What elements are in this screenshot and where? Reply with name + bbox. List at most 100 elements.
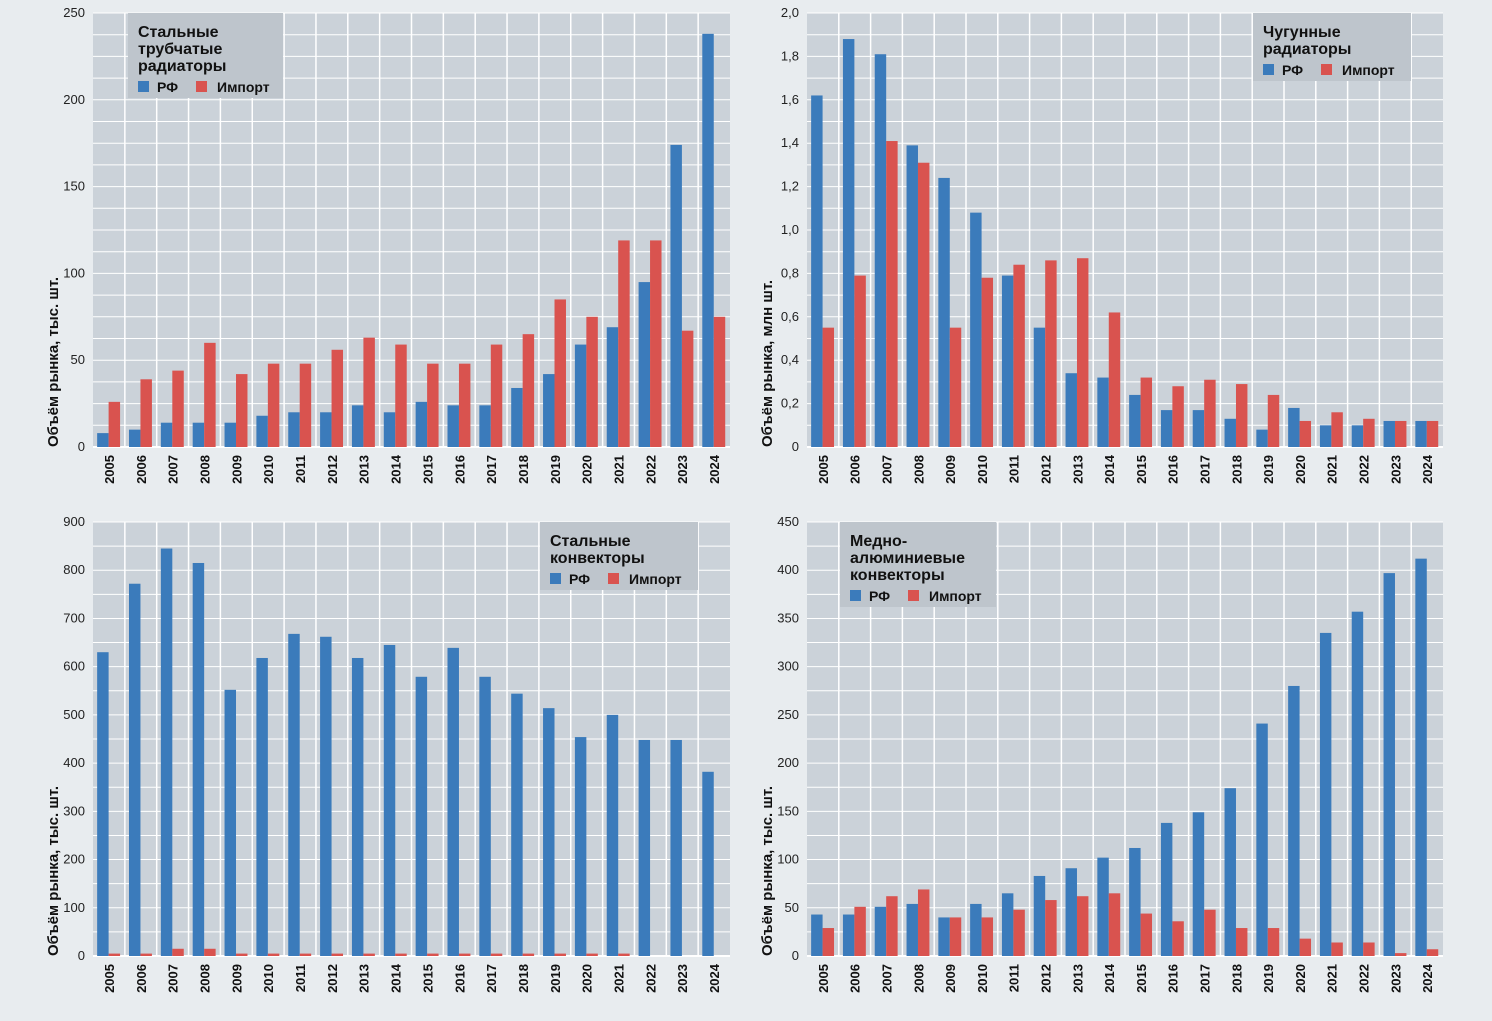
bar-import-2021 [618,240,630,447]
bar-rf-2012 [320,412,332,447]
x-tick-label: 2012 [325,964,340,993]
x-tick-label: 2024 [1420,963,1435,993]
y-tick-label: 50 [785,900,799,915]
bar-import-2019 [554,953,566,956]
x-tick-label: 2020 [1293,964,1308,993]
bar-rf-2012 [1033,327,1046,447]
bar-rf-2012 [1033,875,1046,956]
y-tick-label: 200 [63,92,85,107]
bar-import-2013 [363,337,375,447]
x-tick-label: 2015 [1134,455,1149,484]
bar-rf-2007 [160,548,173,956]
y-tick-label: 100 [777,852,799,867]
bar-import-2005 [108,953,121,956]
bar-rf-2021 [606,327,619,447]
x-tick-label: 2018 [1229,455,1244,484]
x-tick-label: 2007 [166,455,181,484]
y-tick-label: 0 [78,948,85,963]
legend-label-import: Импорт [217,79,270,95]
y-tick-label: 150 [777,803,799,818]
bar-rf-2007 [874,906,887,956]
bar-import-2014 [395,344,407,447]
bar-rf-2019 [1256,723,1268,956]
bar-import-2011 [299,363,312,447]
x-tick-label: 2023 [1388,964,1403,993]
bar-rf-2006 [842,914,855,956]
x-tick-label: 2018 [516,964,531,993]
bar-rf-2015 [1129,394,1141,447]
bar-rf-2009 [938,917,950,956]
x-tick-label: 2021 [612,964,627,993]
x-tick-label: 2005 [816,455,831,484]
x-tick-label: 2012 [1039,964,1054,993]
y-tick-label: 2,0 [781,5,799,20]
bar-import-2014 [1108,893,1121,956]
bar-rf-2007 [874,54,887,447]
bar-import-2019 [1267,394,1280,447]
legend-label-rf: РФ [1282,62,1303,78]
bar-rf-2014 [1097,857,1109,956]
bar-rf-2008 [192,562,205,956]
y-tick-label: 600 [63,659,85,674]
bar-import-2024 [1426,420,1439,447]
x-tick-label: 2022 [1357,964,1372,993]
bar-import-2018 [1235,928,1248,956]
bar-rf-2012 [320,636,332,956]
y-tick-label: 1,0 [781,222,799,237]
chart-title: трубчатые [138,41,222,58]
bar-rf-2013 [351,657,364,956]
bar-rf-2018 [511,387,523,447]
bar-rf-2005 [97,652,109,956]
x-tick-label: 2024 [707,963,722,993]
x-tick-label: 2006 [848,964,863,993]
bar-rf-2017 [1192,410,1205,447]
bar-import-2010 [981,917,994,956]
bar-rf-2024 [702,33,714,447]
bar-rf-2011 [288,633,300,956]
bar-import-2021 [618,953,630,956]
bar-rf-2015 [415,676,428,956]
bar-import-2006 [140,379,152,447]
bar-rf-2020 [1288,407,1300,447]
x-tick-label: 2011 [293,964,308,992]
bar-import-2020 [586,316,598,447]
bar-import-2007 [886,896,898,956]
x-tick-label: 2013 [1070,964,1085,993]
bar-import-2016 [1172,386,1184,447]
bar-import-2006 [854,906,866,956]
legend-label-rf: РФ [569,571,590,587]
x-tick-label: 2007 [880,964,895,993]
chart-title: алюминиевые [850,550,965,567]
y-tick-label: 100 [63,265,85,280]
legend-swatch-import [1321,64,1332,75]
bar-import-2015 [427,363,439,447]
bar-rf-2016 [447,647,459,956]
bar-rf-2018 [1224,788,1236,956]
legend-label-rf: РФ [869,588,890,604]
x-tick-label: 2010 [975,455,990,484]
legend-swatch-import [608,573,619,584]
bar-rf-2011 [288,412,300,447]
y-tick-label: 0 [792,948,799,963]
x-tick-label: 2020 [580,964,595,993]
bar-import-2007 [172,370,184,447]
bar-import-2014 [1108,312,1121,447]
y-tick-label: 400 [777,562,799,577]
bar-import-2014 [395,953,407,956]
bar-import-2009 [949,327,962,447]
chart-title: радиаторы [1263,41,1351,58]
y-tick-label: 50 [71,352,85,367]
bar-import-2023 [681,330,694,447]
x-tick-label: 2007 [880,455,895,484]
y-tick-label: 200 [777,755,799,770]
bar-import-2010 [267,363,280,447]
chart-title: Стальные [138,24,219,41]
x-tick-label: 2021 [612,455,627,484]
x-tick-label: 2009 [943,455,958,484]
chart-1: 0 50 100 150 200 250 Объём рынка, тыс. шт. 2005… [45,5,730,484]
bar-import-2011 [1013,264,1025,447]
bar-rf-2018 [511,693,523,956]
x-tick-label: 2010 [975,964,990,993]
bar-import-2018 [522,334,535,447]
